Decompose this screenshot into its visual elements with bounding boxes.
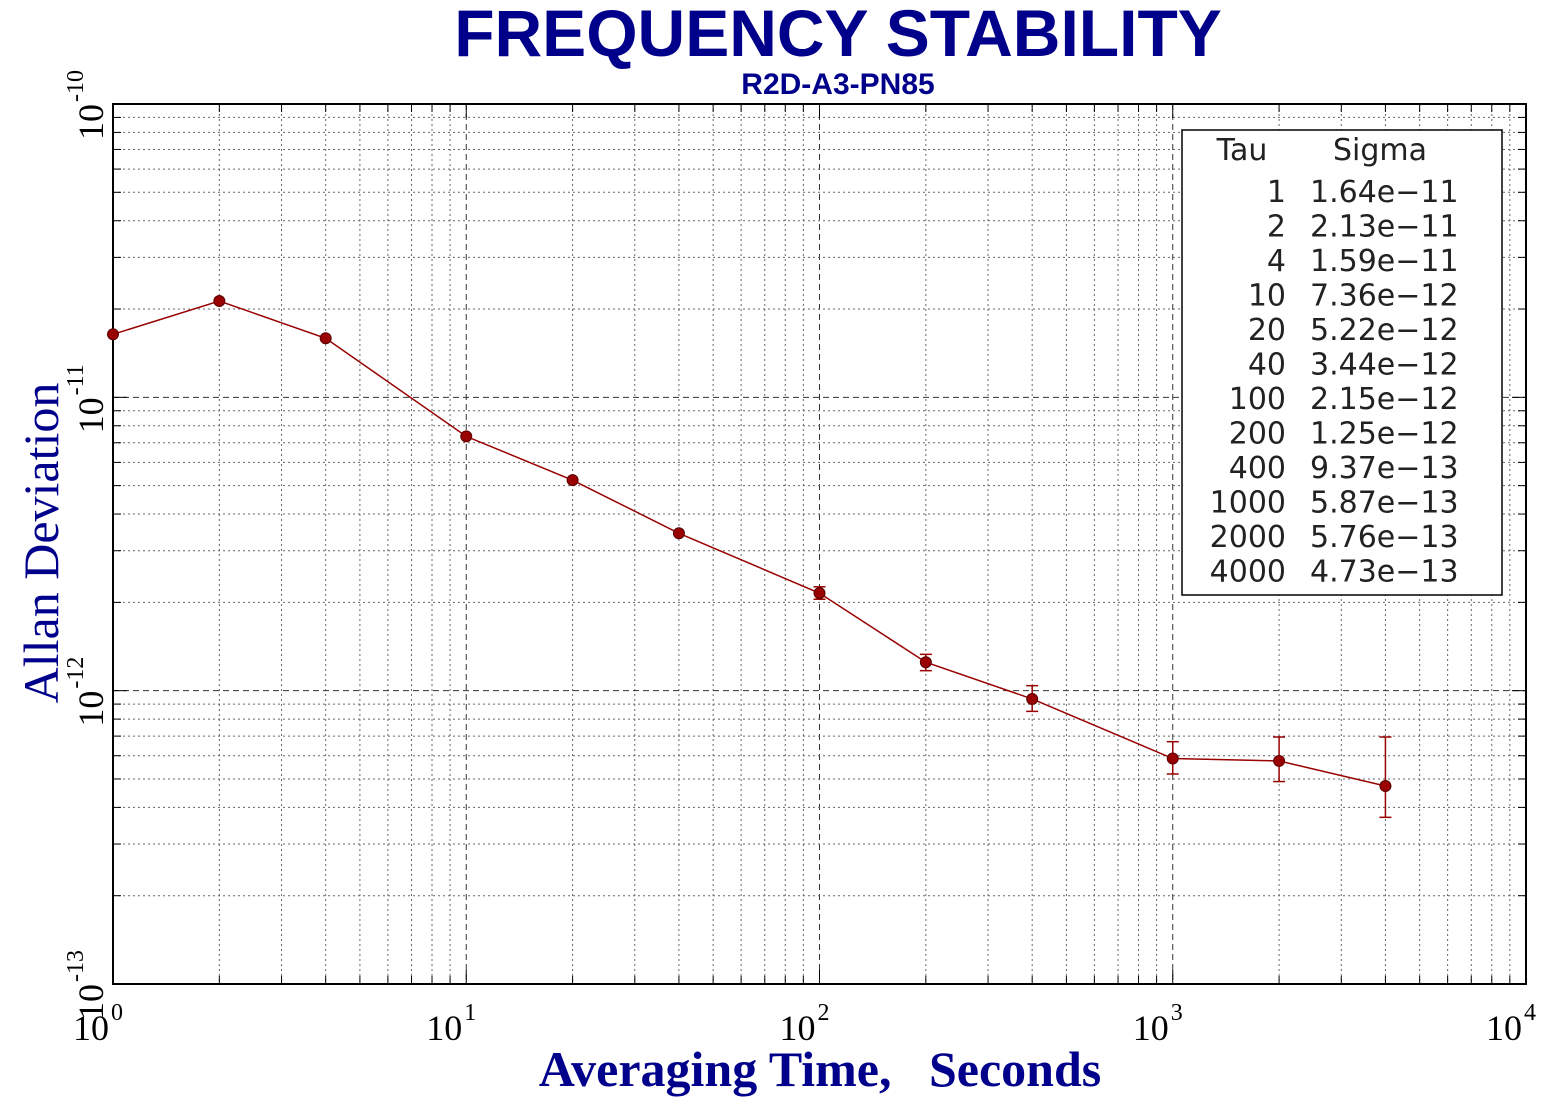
x-axis-ticks: 10 0 10 1 10 2 10 3 10 4 bbox=[73, 104, 1536, 1048]
y-axis-label: Allan Deviation bbox=[13, 383, 69, 704]
legend-row-tau: 2000 bbox=[1210, 520, 1286, 555]
x-tick-label-exponent: 2 bbox=[818, 1000, 830, 1026]
legend-box bbox=[1181, 129, 1503, 596]
data-point bbox=[919, 656, 932, 669]
data-point bbox=[813, 587, 826, 600]
legend-row-sigma: 2.13e−11 bbox=[1310, 210, 1459, 245]
y-tick-label: 10-10 bbox=[63, 70, 111, 140]
y-tick-label-base: 10 bbox=[71, 104, 111, 140]
legend-row-tau: 1 bbox=[1267, 175, 1286, 210]
x-tick-label-exponent: 0 bbox=[111, 1000, 123, 1026]
y-tick-label: 10-12 bbox=[63, 657, 111, 727]
series-line bbox=[112, 300, 1386, 787]
y-tick-label-exponent: -11 bbox=[63, 364, 89, 395]
legend-row-tau: 4000 bbox=[1210, 555, 1286, 590]
legend-row-sigma: 3.44e−12 bbox=[1310, 348, 1459, 383]
data-point bbox=[566, 474, 579, 487]
chart-title: FREQUENCY STABILITY bbox=[454, 0, 1222, 70]
y-tick-label: 10-13 bbox=[63, 950, 111, 1020]
y-tick-label-base: 10 bbox=[71, 691, 111, 727]
data-point bbox=[1026, 692, 1039, 705]
legend-header-tau: Tau bbox=[1216, 133, 1268, 168]
legend-rows: 1 1.64e−11 2 2.13e−11 4 1.59e−11 10 7.36e−12 20 5… bbox=[1210, 175, 1459, 590]
legend: Tau Sigma 1 1.64e−11 2 2.13e−11 4 1.59e−11 10 7… bbox=[1181, 129, 1503, 596]
data-point bbox=[460, 430, 473, 443]
legend-row-sigma: 5.22e−12 bbox=[1310, 313, 1459, 348]
x-tick-label-base: 10 bbox=[1133, 1008, 1169, 1048]
x-tick-label-base: 10 bbox=[1486, 1008, 1522, 1048]
legend-row-tau: 100 bbox=[1229, 382, 1286, 417]
legend-header-sigma: Sigma bbox=[1333, 133, 1427, 168]
data-point bbox=[1166, 752, 1179, 765]
legend-row-sigma: 9.37e−13 bbox=[1310, 451, 1459, 486]
legend-row-tau: 10 bbox=[1248, 279, 1286, 314]
series-sigma bbox=[107, 295, 1392, 819]
y-tick-label-base: 10 bbox=[71, 984, 111, 1020]
legend-row-tau: 4 bbox=[1267, 244, 1286, 279]
x-tick-label: 10 3 bbox=[1133, 1000, 1183, 1048]
legend-row-sigma: 5.76e−13 bbox=[1310, 520, 1459, 555]
y-tick-label: 10-11 bbox=[63, 364, 111, 433]
legend-row-sigma: 7.36e−12 bbox=[1310, 279, 1459, 314]
x-tick-label: 10 4 bbox=[1486, 1000, 1536, 1048]
legend-row-sigma: 1.64e−11 bbox=[1310, 175, 1459, 210]
x-axis-label: Averaging Time, Seconds bbox=[539, 1041, 1102, 1097]
legend-row-sigma: 4.73e−13 bbox=[1310, 555, 1459, 590]
x-tick-label-base: 10 bbox=[73, 1008, 109, 1048]
y-tick-label-base: 10 bbox=[71, 397, 111, 433]
y-tick-label-exponent: -13 bbox=[63, 950, 89, 982]
x-tick-label: 10 2 bbox=[780, 1000, 830, 1048]
legend-row-sigma: 1.25e−12 bbox=[1310, 417, 1459, 452]
data-point bbox=[213, 295, 226, 308]
y-tick-label-exponent: -10 bbox=[63, 70, 89, 102]
x-tick-label: 10 1 bbox=[426, 1000, 476, 1048]
grid bbox=[113, 104, 1526, 984]
legend-row-tau: 400 bbox=[1229, 451, 1286, 486]
data-point bbox=[319, 332, 332, 345]
legend-row-tau: 1000 bbox=[1210, 486, 1286, 521]
x-tick-label-exponent: 3 bbox=[1171, 1000, 1183, 1026]
legend-row-tau: 200 bbox=[1229, 417, 1286, 452]
legend-row-sigma: 5.87e−13 bbox=[1310, 486, 1459, 521]
legend-row-sigma: 2.15e−12 bbox=[1310, 382, 1459, 417]
y-tick-label-exponent: -12 bbox=[63, 657, 89, 689]
x-tick-label-base: 10 bbox=[426, 1008, 462, 1048]
chart-subtitle: R2D-A3-PN85 bbox=[741, 68, 934, 101]
x-tick-label-base: 10 bbox=[780, 1008, 816, 1048]
x-tick-label-exponent: 4 bbox=[1524, 1000, 1536, 1026]
x-tick-label: 10 0 bbox=[73, 1000, 123, 1048]
legend-row-tau: 40 bbox=[1248, 348, 1286, 383]
x-tick-label-exponent: 1 bbox=[464, 1000, 476, 1026]
data-point bbox=[672, 527, 685, 540]
data-point bbox=[1379, 780, 1392, 793]
legend-row-sigma: 1.59e−11 bbox=[1310, 244, 1459, 279]
legend-row-tau: 2 bbox=[1267, 210, 1286, 245]
legend-row-tau: 20 bbox=[1248, 313, 1286, 348]
data-point bbox=[107, 328, 119, 341]
data-point bbox=[1273, 754, 1286, 767]
